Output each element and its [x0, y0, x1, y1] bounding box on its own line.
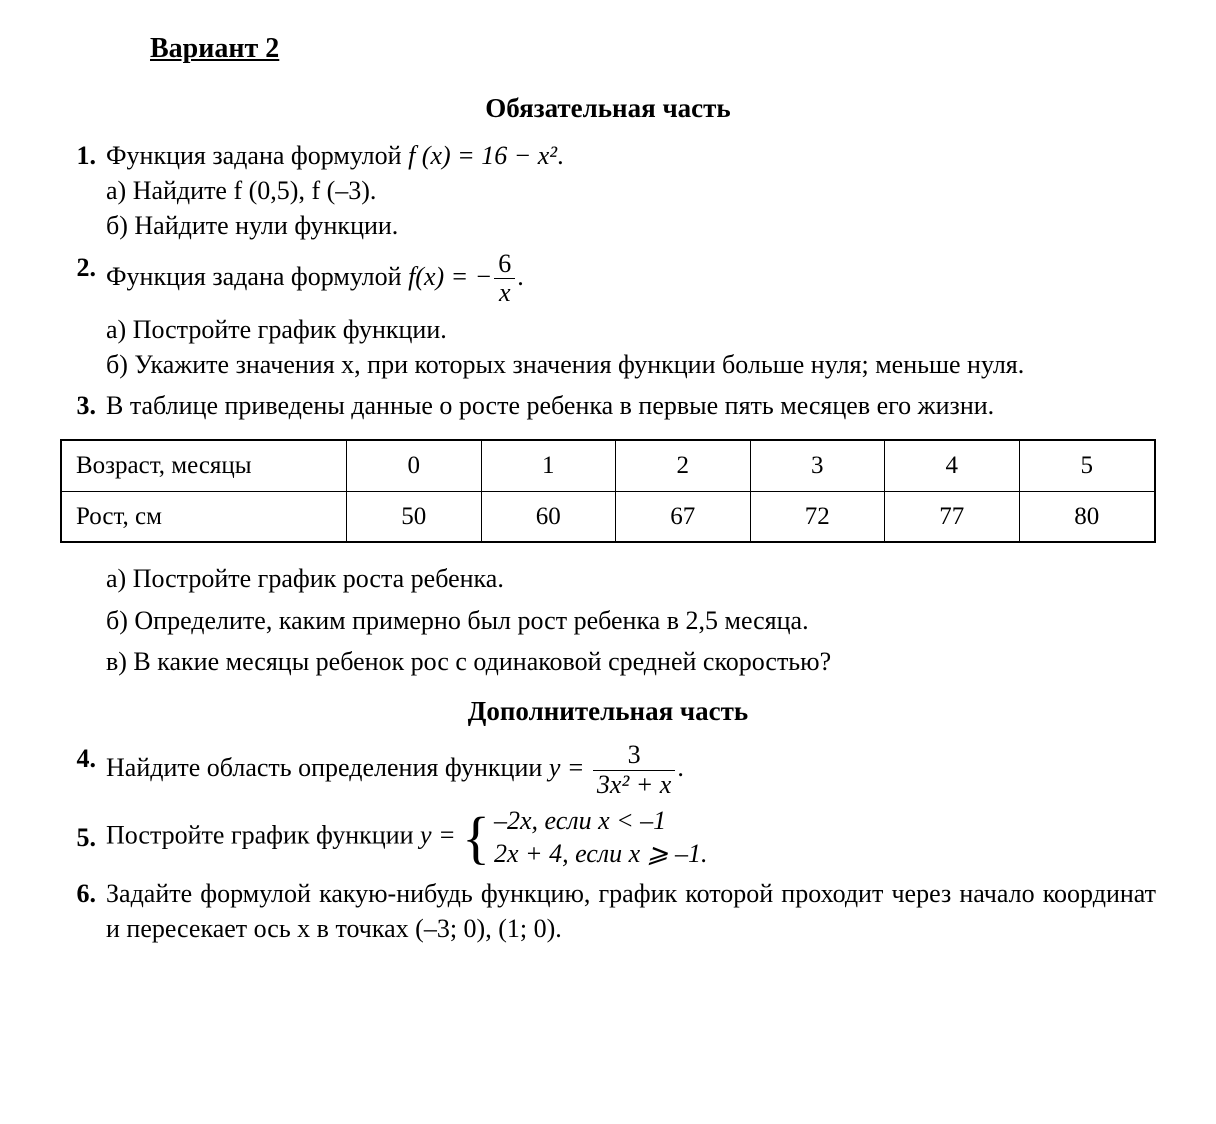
table-cell: 1 — [481, 440, 616, 491]
p3-intro: В таблице приведены данные о росте ребен… — [106, 391, 994, 420]
table-cell: 77 — [885, 491, 1020, 542]
p2-b: б) Укажите значения x, при которых значе… — [106, 347, 1156, 382]
problem-3-num: 3. — [60, 388, 106, 423]
table-cell: 67 — [616, 491, 751, 542]
p5-text-pre: Постройте график функции — [106, 821, 420, 850]
p1-intro-pre: Функция задана формулой — [106, 141, 408, 170]
problem-3: 3. В таблице приведены данные о росте ре… — [60, 388, 1156, 423]
p4-text-pre: Найдите область определения функции — [106, 753, 549, 782]
p3-table: Возраст, месяцы 0 1 2 3 4 5 Рост, см 50 … — [60, 439, 1156, 544]
problem-4: 4. Найдите область определения функции y… — [60, 741, 1156, 799]
p4-frac-den: 3x² + x — [593, 771, 675, 800]
problem-3-body: В таблице приведены данные о росте ребен… — [106, 388, 1156, 423]
problem-4-num: 4. — [60, 741, 106, 799]
problem-1-num: 1. — [60, 138, 106, 243]
p5-brace-icon: { — [462, 815, 490, 861]
problem-6-body: Задайте формулой какую-нибудь функцию, г… — [106, 876, 1156, 946]
table-row: Возраст, месяцы 0 1 2 3 4 5 — [61, 440, 1155, 491]
p5-case2: 2x + 4, если x ⩾ –1. — [494, 838, 707, 871]
table-row2-label: Рост, см — [61, 491, 347, 542]
p6-text: Задайте формулой какую-нибудь функцию, г… — [106, 879, 1156, 943]
p1-formula: f (x) = 16 − x² — [408, 141, 557, 170]
p2-frac-num: 6 — [494, 250, 515, 280]
p2-intro-pre: Функция задана формулой — [106, 262, 408, 291]
variant-title: Вариант 2 — [150, 30, 1156, 68]
problem-6-num: 6. — [60, 876, 106, 946]
table-row: Рост, см 50 60 67 72 77 80 — [61, 491, 1155, 542]
p3-b: б) Определите, каким примерно был рост р… — [106, 603, 1156, 638]
problem-2-num: 2. — [60, 250, 106, 382]
p1-intro-post: . — [557, 141, 564, 170]
table-cell: 2 — [616, 440, 751, 491]
p5-lhs: y = — [420, 821, 462, 850]
table-cell: 72 — [750, 491, 885, 542]
p1-b: б) Найдите нули функции. — [106, 208, 1156, 243]
problem-2: 2. Функция задана формулой f(x) = −6x. а… — [60, 250, 1156, 382]
problem-5: 5. Постройте график функции y = {–2x, ес… — [60, 805, 1156, 870]
p5-case1: –2x, если x < –1 — [494, 805, 707, 838]
table-cell: 5 — [1019, 440, 1155, 491]
problem-1-body: Функция задана формулой f (x) = 16 − x².… — [106, 138, 1156, 243]
problem-5-num: 5. — [60, 820, 106, 855]
problem-2-body: Функция задана формулой f(x) = −6x. а) П… — [106, 250, 1156, 382]
table-row1-label: Возраст, месяцы — [61, 440, 347, 491]
table-cell: 3 — [750, 440, 885, 491]
p2-fraction: 6x — [494, 250, 515, 308]
p5-piecewise: {–2x, если x < –12x + 4, если x ⩾ –1. — [462, 805, 707, 870]
table-cell: 50 — [347, 491, 482, 542]
p2-lhs: f(x) = − — [408, 262, 492, 291]
table-cell: 4 — [885, 440, 1020, 491]
p2-intro-post: . — [517, 262, 524, 291]
p4-lhs: y = — [549, 753, 591, 782]
p3-a: а) Постройте график роста ребенка. — [106, 561, 1156, 596]
table-cell: 0 — [347, 440, 482, 491]
problem-6: 6. Задайте формулой какую-нибудь функцию… — [60, 876, 1156, 946]
table-cell: 80 — [1019, 491, 1155, 542]
p4-fraction: 33x² + x — [593, 741, 675, 799]
problem-4-body: Найдите область определения функции y = … — [106, 741, 1156, 799]
problem-1: 1. Функция задана формулой f (x) = 16 − … — [60, 138, 1156, 243]
p4-post: . — [677, 753, 684, 782]
problem-5-body: Постройте график функции y = {–2x, если … — [106, 805, 1156, 870]
section2-title: Дополнительная часть — [60, 693, 1156, 729]
table-cell: 60 — [481, 491, 616, 542]
section1-title: Обязательная часть — [60, 90, 1156, 126]
p1-a: а) Найдите f (0,5), f (–3). — [106, 173, 1156, 208]
p2-frac-den: x — [494, 279, 515, 308]
p2-a: а) Постройте график функции. — [106, 312, 1156, 347]
p3-c: в) В какие месяцы ребенок рос с одинаков… — [106, 644, 1156, 679]
p4-frac-num: 3 — [593, 741, 675, 771]
